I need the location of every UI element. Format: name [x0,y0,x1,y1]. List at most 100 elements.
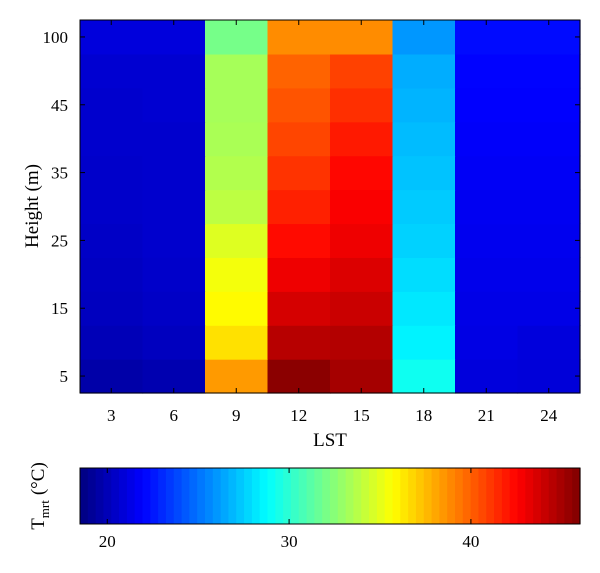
heatmap-cell [205,121,269,157]
heatmap-cell [455,155,519,191]
heatmap-cell [142,87,206,123]
colorbar-band [337,468,347,524]
heatmap-cell [455,291,519,326]
heatmap-cell [392,87,456,123]
colorbar-band [95,468,105,524]
heatmap-cell [392,223,456,258]
heatmap-cell [142,53,206,89]
y-tick-label: 100 [43,28,69,47]
colorbar-band [205,468,214,524]
x-tick-label: 15 [353,406,370,425]
x-axis-label: LST [313,430,347,451]
heatmap-cell [267,20,331,55]
colorbar-band [165,468,175,524]
colorbar-band [197,468,206,524]
heatmap-cell [80,155,144,191]
colorbar-tick-label: 20 [99,532,116,551]
x-tick-label: 6 [170,406,179,425]
colorbar-band [306,468,315,524]
colorbar-tick-label: 30 [281,532,298,551]
heatmap-cell [205,53,269,89]
heatmap-cell [142,291,206,326]
heatmap-cell [80,257,144,292]
y-tick-label: 15 [51,299,68,318]
heatmap-cell [392,53,456,89]
heatmap-cell [517,359,581,394]
heatmap-cell [517,155,581,191]
colorbar-band [455,468,464,524]
heatmap-cell [392,189,456,225]
colorbar-band [322,468,331,524]
heatmap-cell [517,223,581,258]
heatmap-cell [80,87,144,123]
colorbar-band [119,468,128,524]
colorbar-band [259,468,269,524]
colorbar: 20 30 40 [79,467,581,551]
heatmap-cell [330,20,394,55]
heatmap-cell [205,325,269,360]
x-tick-label: 3 [107,406,116,425]
colorbar-tick-label: 40 [462,532,479,551]
colorbar-band [314,468,323,524]
y-tick-label: 5 [60,367,69,386]
colorbar-band [87,468,97,524]
y-tick-label: 35 [51,164,68,183]
heatmap-cell [330,223,394,258]
heatmap-cell [517,20,581,55]
heatmap-cell [455,121,519,157]
heatmap-cell [80,291,144,326]
heatmap-cell [267,359,331,394]
heatmap-cell [267,155,331,191]
y-axis-label: Height (m) [22,164,43,248]
heatmap-cell [267,53,331,89]
heatmap-cell [205,291,269,326]
heatmap-cell [205,359,269,394]
heatmap-cell [205,20,269,55]
heatmap-cell [330,121,394,157]
colorbar-band [369,468,378,524]
heatmap-cell [80,359,144,394]
heatmap-cell [267,291,331,326]
heatmap-cell [392,155,456,191]
colorbar-label-main: T [28,518,49,530]
colorbar-frame [79,467,581,525]
colorbar-band [212,468,222,524]
x-tick-label: 9 [232,406,241,425]
heatmap-cell [267,121,331,157]
heatmap-cell [205,257,269,292]
colorbar-band [236,468,245,524]
heatmap-cell [455,325,519,360]
x-tick-label: 18 [415,406,432,425]
heatmap-cell [330,257,394,292]
heatmap-cell [142,189,206,225]
heatmap-cell [517,325,581,360]
heatmap-cell [392,359,456,394]
colorbar-band [408,468,417,524]
colorbar-band [494,468,503,524]
colorbar-band [400,468,409,524]
colorbar-band [126,468,136,524]
colorbar-band [330,468,339,524]
colorbar-band [439,468,448,524]
heatmap-cell [517,53,581,89]
colorbar-band [150,468,159,524]
colorbar-band [509,468,519,524]
heatmap-cell [330,325,394,360]
heatmap-cell [267,257,331,292]
heatmap-cell [205,87,269,123]
heatmap-cell [80,223,144,258]
colorbar-band [384,468,394,524]
colorbar-band [244,468,253,524]
heatmap-cell [205,155,269,191]
heatmap-cells [80,20,581,394]
colorbar-band [283,468,292,524]
colorbar-band [361,468,370,524]
heatmap-cell [392,121,456,157]
colorbar-band [80,468,89,524]
colorbar-band [415,468,425,524]
heatmap-cell [330,291,394,326]
y-axis-ticks: 5 15 25 35 45 100 [43,28,580,386]
colorbar-band [572,468,581,524]
heatmap-cell [455,359,519,394]
